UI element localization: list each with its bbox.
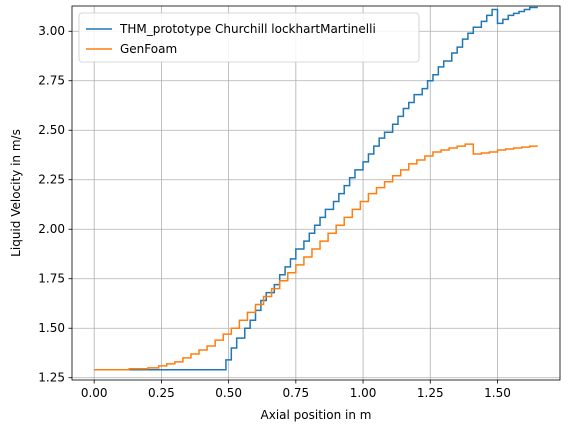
legend-label-genfoam: GenFoam <box>120 42 177 56</box>
y-tick-label: 2.50 <box>38 123 65 137</box>
x-axis-label: Axial position in m <box>261 408 372 422</box>
y-tick-label: 1.50 <box>38 321 65 335</box>
x-tick-label: 0.50 <box>215 386 242 400</box>
x-tick-label: 1.25 <box>417 386 444 400</box>
axis-ticks: 0.00 0.25 0.50 0.75 1.00 1.25 1.50 1.25 1.50 1.75… <box>38 24 511 400</box>
grid <box>72 6 560 380</box>
legend-label-thm: THM_prototype Churchill lockhartMartinel… <box>119 22 376 36</box>
x-tick-label: 1.50 <box>484 386 511 400</box>
y-tick-label: 2.75 <box>38 74 65 88</box>
y-tick-label: 3.00 <box>38 24 65 38</box>
y-tick-label: 2.00 <box>38 222 65 236</box>
plot-frame <box>71 5 561 381</box>
y-tick-label: 2.25 <box>38 173 65 187</box>
y-axis-label: Liquid Velocity in m/s <box>9 129 23 257</box>
x-tick-label: 1.00 <box>350 386 377 400</box>
plot-lines <box>94 6 538 371</box>
series-line-thm <box>94 6 538 371</box>
y-tick-label: 1.25 <box>38 371 65 385</box>
x-tick-label: 0.75 <box>282 386 309 400</box>
legend-box <box>78 12 420 63</box>
x-tick-label: 0.25 <box>148 386 175 400</box>
legend: THM_prototype Churchill lockhartMartinel… <box>78 12 420 63</box>
x-tick-label: 0.00 <box>81 386 108 400</box>
y-tick-label: 1.75 <box>38 272 65 286</box>
series-line-genfoam <box>94 143 538 371</box>
